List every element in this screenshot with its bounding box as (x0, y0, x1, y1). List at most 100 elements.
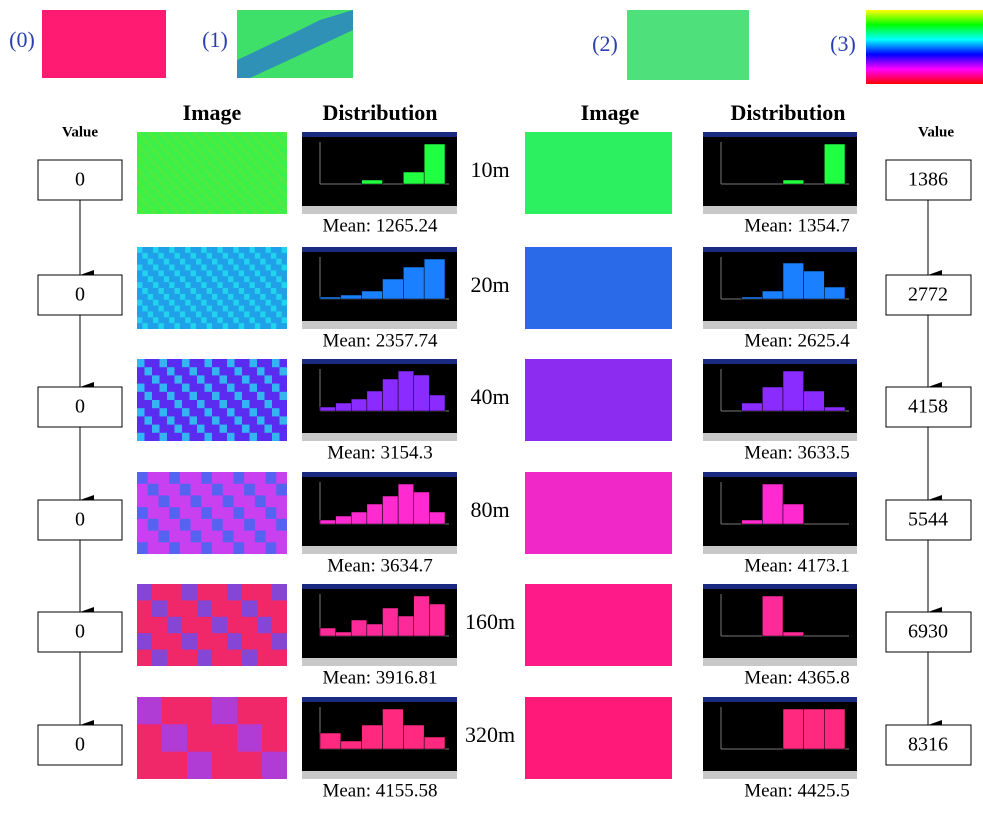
image-cell (217, 282, 222, 288)
image-cell (191, 306, 196, 312)
image-cell (160, 169, 164, 173)
header: Image (581, 100, 640, 125)
image-cell (142, 253, 147, 259)
image-cell (186, 210, 190, 214)
image-cell (261, 157, 265, 161)
image-cell (265, 210, 269, 214)
image-cell (250, 408, 258, 416)
image-cell (142, 270, 147, 276)
image-cell (196, 294, 201, 300)
swatch (866, 10, 983, 84)
image-cell (167, 617, 182, 633)
image-cell (193, 144, 197, 148)
image-cell (160, 433, 168, 441)
image-cell (223, 495, 234, 507)
histogram-bar (824, 407, 845, 411)
histogram-bar (398, 484, 414, 524)
image-cell (217, 300, 222, 306)
image-cell (233, 300, 238, 306)
image-cell (217, 247, 222, 253)
image-cell (223, 189, 227, 193)
image-cell (220, 148, 224, 152)
image-cell (235, 165, 239, 169)
image-cell (160, 181, 164, 185)
image-cell (239, 270, 244, 276)
image-cell (253, 198, 257, 202)
image-cell (212, 392, 220, 400)
histogram-statusbar (703, 321, 857, 329)
histogram-bar (783, 709, 804, 749)
image-cell (268, 177, 272, 181)
image-cell (182, 384, 190, 392)
image-cell (220, 198, 224, 202)
image-cell (145, 416, 153, 424)
image-cell (250, 317, 255, 323)
image-cell (266, 265, 271, 271)
image-cell (280, 177, 284, 181)
image-cell (257, 202, 261, 206)
image-cell (244, 311, 249, 317)
image-cell (261, 181, 265, 185)
image-cell (152, 198, 156, 202)
image-cell (197, 185, 201, 189)
image-cell (233, 472, 244, 484)
image-cell (193, 206, 197, 210)
image-cell (156, 202, 160, 206)
image-cell (246, 177, 250, 181)
image-cell (141, 161, 145, 165)
image-cell (167, 416, 175, 424)
image-cell (212, 416, 220, 424)
image-cell (272, 633, 287, 649)
image-cell (148, 181, 152, 185)
image-cell (257, 140, 261, 144)
histogram-titlebar (703, 697, 857, 702)
image-cell (152, 173, 156, 177)
image-cell (178, 165, 182, 169)
histogram-bar (824, 287, 845, 299)
image-cell (212, 697, 237, 724)
image-cell (276, 311, 281, 317)
image-cell (190, 165, 194, 169)
histogram-bar (367, 391, 383, 411)
image-cell (201, 265, 206, 271)
image-cell (164, 294, 169, 300)
image-cell (145, 367, 153, 375)
image-cell (244, 276, 249, 282)
image-cell (137, 317, 142, 323)
image-cell (244, 259, 249, 265)
image-cell (266, 507, 277, 519)
image-cell (205, 194, 209, 198)
mean: Mean: 2625.4 (744, 330, 850, 351)
image-cell (182, 433, 190, 441)
image-cell (208, 210, 212, 214)
image-cell (171, 181, 175, 185)
image-cell (182, 144, 186, 148)
value: 5544 (908, 509, 948, 531)
image-cell (220, 210, 224, 214)
image-cell (152, 650, 167, 666)
image-cell (180, 294, 185, 300)
image-cell (266, 247, 271, 253)
histogram-titlebar (302, 359, 457, 364)
scale-label: 40m (470, 384, 509, 409)
image-cell (231, 173, 235, 177)
image-cell (180, 484, 191, 496)
image-cell (260, 294, 265, 300)
histogram-bar (414, 596, 430, 636)
image-cell (208, 185, 212, 189)
image-cell (227, 206, 231, 210)
image-cell (201, 507, 212, 519)
image-cell (137, 282, 142, 288)
image-cell (180, 519, 191, 531)
image-cell (280, 367, 288, 375)
histogram-statusbar (302, 433, 457, 441)
image-cell (280, 189, 284, 193)
scale-image (525, 359, 672, 441)
histogram-bar (783, 371, 804, 411)
image-cell (272, 384, 280, 392)
image-cell (160, 144, 164, 148)
histogram-bar (742, 520, 763, 524)
image-cell (212, 276, 217, 282)
image-cell (260, 311, 265, 317)
image-cell (178, 189, 182, 193)
